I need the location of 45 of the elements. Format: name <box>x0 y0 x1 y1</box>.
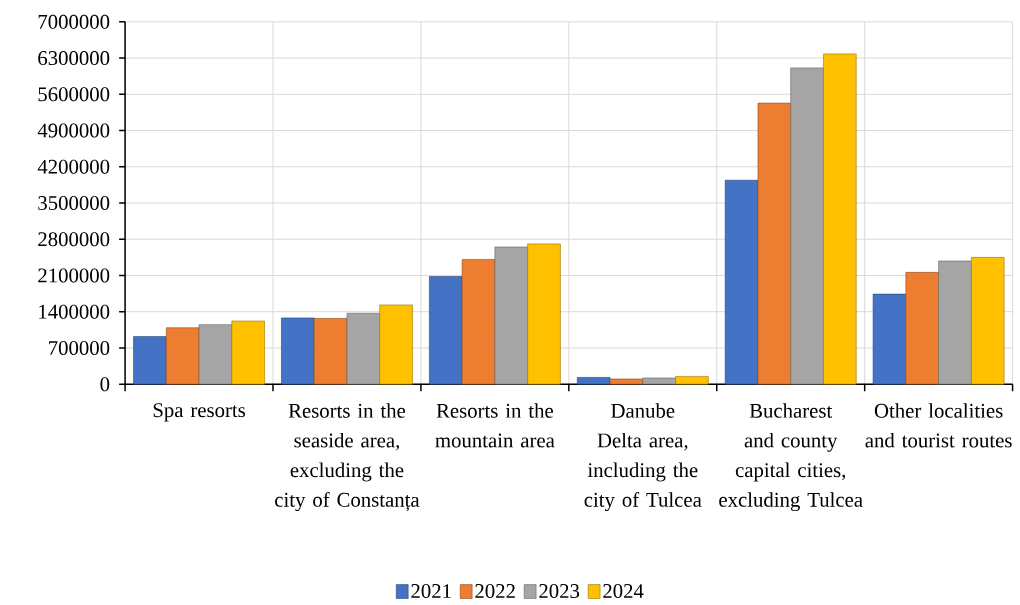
legend-label: 2023 <box>539 584 580 599</box>
bar <box>313 318 348 385</box>
bar <box>823 53 857 385</box>
y-tick-label: 7000000 <box>38 14 110 29</box>
y-tick-label: 3500000 <box>38 196 110 211</box>
bar <box>971 257 1005 385</box>
x-tick-label: Bucharest and county capital cities, excluding Tulcea <box>719 403 863 512</box>
bar <box>675 376 709 385</box>
y-tick-label: 0 <box>100 377 110 392</box>
bar <box>724 179 759 385</box>
bar <box>790 67 824 385</box>
bar <box>429 276 463 385</box>
bar <box>872 293 907 385</box>
bar <box>905 272 939 385</box>
x-tick-label: Danube Delta area, including the city of Tulcea <box>584 403 702 512</box>
bar <box>527 243 561 385</box>
bar <box>165 327 200 385</box>
y-tick-label: 4200000 <box>37 159 110 174</box>
x-tick-label: Spa resorts <box>153 403 246 422</box>
bar <box>609 378 644 385</box>
bar <box>494 246 528 385</box>
bar <box>231 320 265 385</box>
bar <box>281 317 315 385</box>
bar <box>461 259 496 385</box>
bar <box>379 304 413 385</box>
bar <box>198 324 233 385</box>
y-tick-label: 2100000 <box>38 268 110 283</box>
y-tick-label: 4900000 <box>37 123 110 138</box>
legend-label: 2022 <box>475 584 515 599</box>
bar <box>576 377 611 385</box>
legend-label: 2021 <box>411 584 451 599</box>
y-tick-label: 5600000 <box>38 87 110 102</box>
bar <box>642 377 676 385</box>
y-tick-label: 6300000 <box>38 51 110 66</box>
y-tick-label: 1400000 <box>39 304 110 319</box>
bar <box>346 312 381 385</box>
bar <box>938 260 972 385</box>
x-tick-label: Resorts in the mountain area <box>435 403 555 448</box>
y-tick-label: 700000 <box>49 340 110 355</box>
x-tick-label: Resorts in the seaside area, excluding the city of Constanța <box>275 403 420 512</box>
y-tick-label: 2800000 <box>38 232 110 247</box>
bar <box>757 102 792 385</box>
x-tick-label: Other localities and tourist routes <box>865 403 1012 448</box>
legend-label: 2024 <box>603 584 644 599</box>
bar <box>133 336 167 385</box>
